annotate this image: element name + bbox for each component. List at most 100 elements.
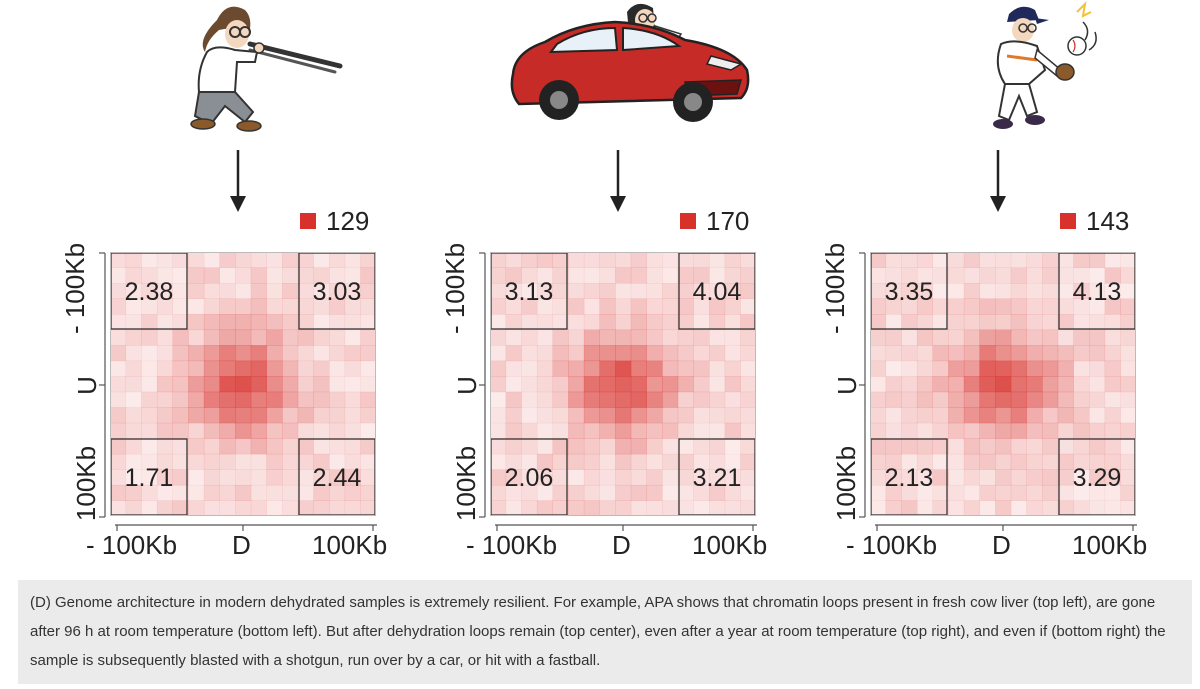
heatmap-cell: [1073, 438, 1090, 455]
heatmap-cell: [599, 329, 616, 346]
heatmap-cell: [1026, 298, 1043, 315]
heatmap-cell: [313, 391, 330, 408]
heatmap-cell: [1010, 500, 1027, 516]
heatmap-cell: [521, 329, 538, 346]
heatmap-cell: [313, 484, 330, 501]
heatmap-cell: [724, 376, 741, 393]
heatmap-cell: [709, 345, 726, 362]
heatmap-cell: [1104, 360, 1121, 377]
heatmap-cell: [110, 422, 127, 439]
heatmap-cell: [693, 469, 710, 486]
heatmap-cell: [568, 484, 585, 501]
heatmap-cell: [203, 360, 220, 377]
heatmap-cell: [630, 407, 647, 424]
heatmap-cell: [313, 407, 330, 424]
heatmap-cell: [1073, 360, 1090, 377]
heatmap-cell: [1042, 360, 1059, 377]
heatmap-cell: [979, 376, 996, 393]
heatmap-cell: [630, 453, 647, 470]
heatmap-cell: [948, 360, 965, 377]
y-label-top: - 100Kb: [60, 242, 91, 335]
heatmap-cell: [693, 422, 710, 439]
heatmap-cell: [490, 298, 507, 315]
heatmap-cell: [203, 329, 220, 346]
heatmap-cell: [219, 267, 236, 284]
heatmap-cell: [125, 267, 142, 284]
heatmap-cell: [568, 422, 585, 439]
heatmap-cell: [1120, 267, 1136, 284]
heatmap-cell: [360, 376, 376, 393]
heatmap-cell: [250, 407, 267, 424]
heatmap-cell: [885, 453, 902, 470]
heatmap-cell: [568, 252, 585, 268]
heatmap-cell: [916, 314, 933, 331]
heatmap-cell: [172, 453, 189, 470]
heatmap-cell: [156, 345, 173, 362]
heatmap-cell: [344, 314, 361, 331]
heatmap-cell: [188, 283, 205, 299]
heatmap-cell: [552, 314, 569, 331]
heatmap-cell: [141, 314, 158, 331]
heatmap-cell: [125, 283, 142, 299]
heatmap-cell: [156, 469, 173, 486]
heatmap-cell: [125, 329, 142, 346]
heatmap-cell: [724, 500, 741, 516]
heatmap-cell: [599, 500, 616, 516]
heatmap-cell: [1073, 469, 1090, 486]
heatmap-cell: [932, 391, 949, 408]
heatmap-cell: [662, 298, 679, 315]
heatmap-cell: [266, 391, 283, 408]
heatmap-cell: [360, 283, 376, 299]
heatmap-cell: [709, 500, 726, 516]
heatmap-cell: [250, 314, 267, 331]
heatmap-cell: [250, 360, 267, 377]
heatmap-cell: [615, 469, 632, 486]
x-label-left: - 100Kb: [86, 530, 178, 560]
heatmap-cell: [250, 298, 267, 315]
heatmap-cell: [885, 484, 902, 501]
heatmap-cell: [203, 391, 220, 408]
heatmap-cell: [662, 438, 679, 455]
heatmap-cell: [297, 391, 314, 408]
heatmap-cell: [203, 453, 220, 470]
heatmap-cell: [313, 376, 330, 393]
heatmap-cell: [1057, 298, 1074, 315]
heatmap-cell: [677, 422, 694, 439]
down-arrow-icon: [230, 150, 246, 212]
heatmap-cell: [932, 453, 949, 470]
heatmap-cell: [662, 267, 679, 284]
heatmap-cell: [1104, 469, 1121, 486]
heatmap-cell: [297, 376, 314, 393]
heatmap-cell: [344, 283, 361, 299]
heatmap-cell: [677, 329, 694, 346]
heatmap-cell: [219, 422, 236, 439]
heatmap-frame: [110, 252, 376, 516]
heatmap-cell: [1042, 453, 1059, 470]
heatmap-cell: [979, 283, 996, 299]
heatmap-cell: [235, 252, 252, 268]
heatmap-cell: [885, 298, 902, 315]
heatmap-cell: [266, 438, 283, 455]
heatmap-cell: [156, 422, 173, 439]
heatmap-cell: [568, 314, 585, 331]
heatmap-cell: [724, 267, 741, 284]
heatmap-cell: [885, 314, 902, 331]
heatmap-cell: [615, 314, 632, 331]
heatmap-cell: [1026, 469, 1043, 486]
heatmap-cell: [1089, 484, 1106, 501]
heatmap-cell: [662, 391, 679, 408]
heatmap-cell: [110, 283, 127, 299]
heatmap-cell: [250, 422, 267, 439]
heatmap-cell: [172, 391, 189, 408]
legend-value: 143: [1086, 205, 1130, 236]
heatmap-cell: [963, 252, 980, 268]
heatmap-cell: [329, 422, 346, 439]
heatmap-cell: [1057, 484, 1074, 501]
heatmap-cell: [344, 484, 361, 501]
heatmap-cell: [1010, 407, 1027, 424]
heatmap-cell: [583, 453, 600, 470]
heatmap-cell: [344, 252, 361, 268]
heatmap-cell: [724, 469, 741, 486]
heatmap-cell: [615, 267, 632, 284]
heatmap-cell: [677, 500, 694, 516]
